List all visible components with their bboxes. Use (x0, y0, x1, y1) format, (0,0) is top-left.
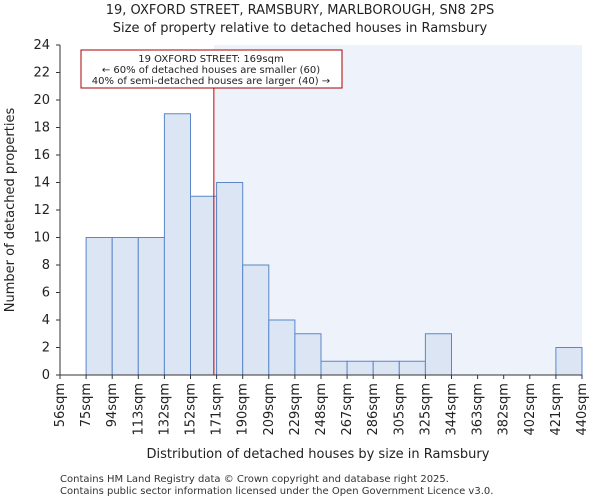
histogram-bar (424, 333, 452, 376)
x-tick-label: 305sqm (392, 383, 407, 436)
histogram-bar (137, 237, 165, 376)
y-tick-label: 2 (42, 341, 50, 356)
histogram-bar (190, 195, 218, 376)
x-tick-label: 421sqm (549, 383, 564, 436)
x-tick-label: 382sqm (497, 383, 512, 436)
histogram-bar (111, 237, 139, 376)
x-tick-label: 75sqm (79, 383, 94, 427)
x-tick-label: 132sqm (157, 383, 172, 436)
histogram-bar (85, 237, 113, 376)
y-tick-label: 8 (42, 258, 50, 273)
histogram-bar (555, 347, 583, 376)
annotation-line-3: 40% of semi-detached houses are larger (… (92, 76, 330, 87)
x-tick-label: 56sqm (53, 383, 68, 427)
x-tick-label: 113sqm (131, 383, 146, 436)
histogram-bar (163, 113, 191, 376)
y-tick-label: 4 (42, 313, 50, 328)
histogram-bar (320, 360, 348, 376)
x-axis-label: Distribution of detached houses by size … (147, 447, 490, 462)
y-tick-label: 20 (33, 93, 50, 108)
y-tick-label: 18 (33, 121, 50, 136)
x-tick-label: 94sqm (105, 383, 120, 427)
histogram-bar (398, 360, 426, 376)
chart-title: 19, OXFORD STREET, RAMSBURY, MARLBOROUGH… (106, 3, 495, 18)
footer-line-1: Contains HM Land Registry data © Crown c… (60, 474, 449, 485)
histogram-bar (346, 360, 374, 376)
histogram-bar (294, 333, 322, 376)
y-tick-label: 16 (33, 148, 50, 163)
histogram-bar (242, 264, 270, 376)
x-tick-label: 152sqm (184, 383, 199, 436)
x-tick-label: 402sqm (523, 383, 538, 436)
histogram-bar (372, 360, 400, 376)
y-axis-label: Number of detached properties (3, 108, 18, 313)
x-tick-label: 171sqm (210, 383, 225, 436)
footer-line-2: Contains public sector information licen… (60, 486, 493, 497)
x-tick-label: 248sqm (314, 383, 329, 436)
annotation-box: 19 OXFORD STREET: 169sqm ← 60% of detach… (80, 49, 343, 89)
x-tick-label: 363sqm (471, 383, 486, 436)
x-tick-label: 325sqm (418, 383, 433, 436)
chart-subtitle: Size of property relative to detached ho… (113, 21, 488, 36)
histogram-bar (216, 182, 244, 376)
annotation-line-2: ← 60% of detached houses are smaller (60… (102, 65, 320, 76)
y-tick-label: 24 (33, 38, 50, 53)
y-tick-label: 22 (33, 66, 50, 81)
x-tick-label: 344sqm (445, 383, 460, 436)
x-tick-label: 190sqm (236, 383, 251, 436)
y-tick-label: 6 (42, 286, 50, 301)
y-tick-label: 0 (42, 368, 50, 383)
x-tick-label: 229sqm (288, 383, 303, 436)
x-tick-label: 440sqm (575, 383, 590, 436)
y-tick-label: 12 (33, 203, 50, 218)
x-tick-label: 267sqm (340, 383, 355, 436)
y-tick-label: 10 (33, 231, 50, 246)
annotation-line-1: 19 OXFORD STREET: 169sqm (138, 54, 283, 65)
histogram-bar (268, 319, 296, 376)
y-tick-label: 14 (33, 176, 50, 191)
x-tick-label: 286sqm (366, 383, 381, 436)
x-tick-label: 209sqm (262, 383, 277, 436)
